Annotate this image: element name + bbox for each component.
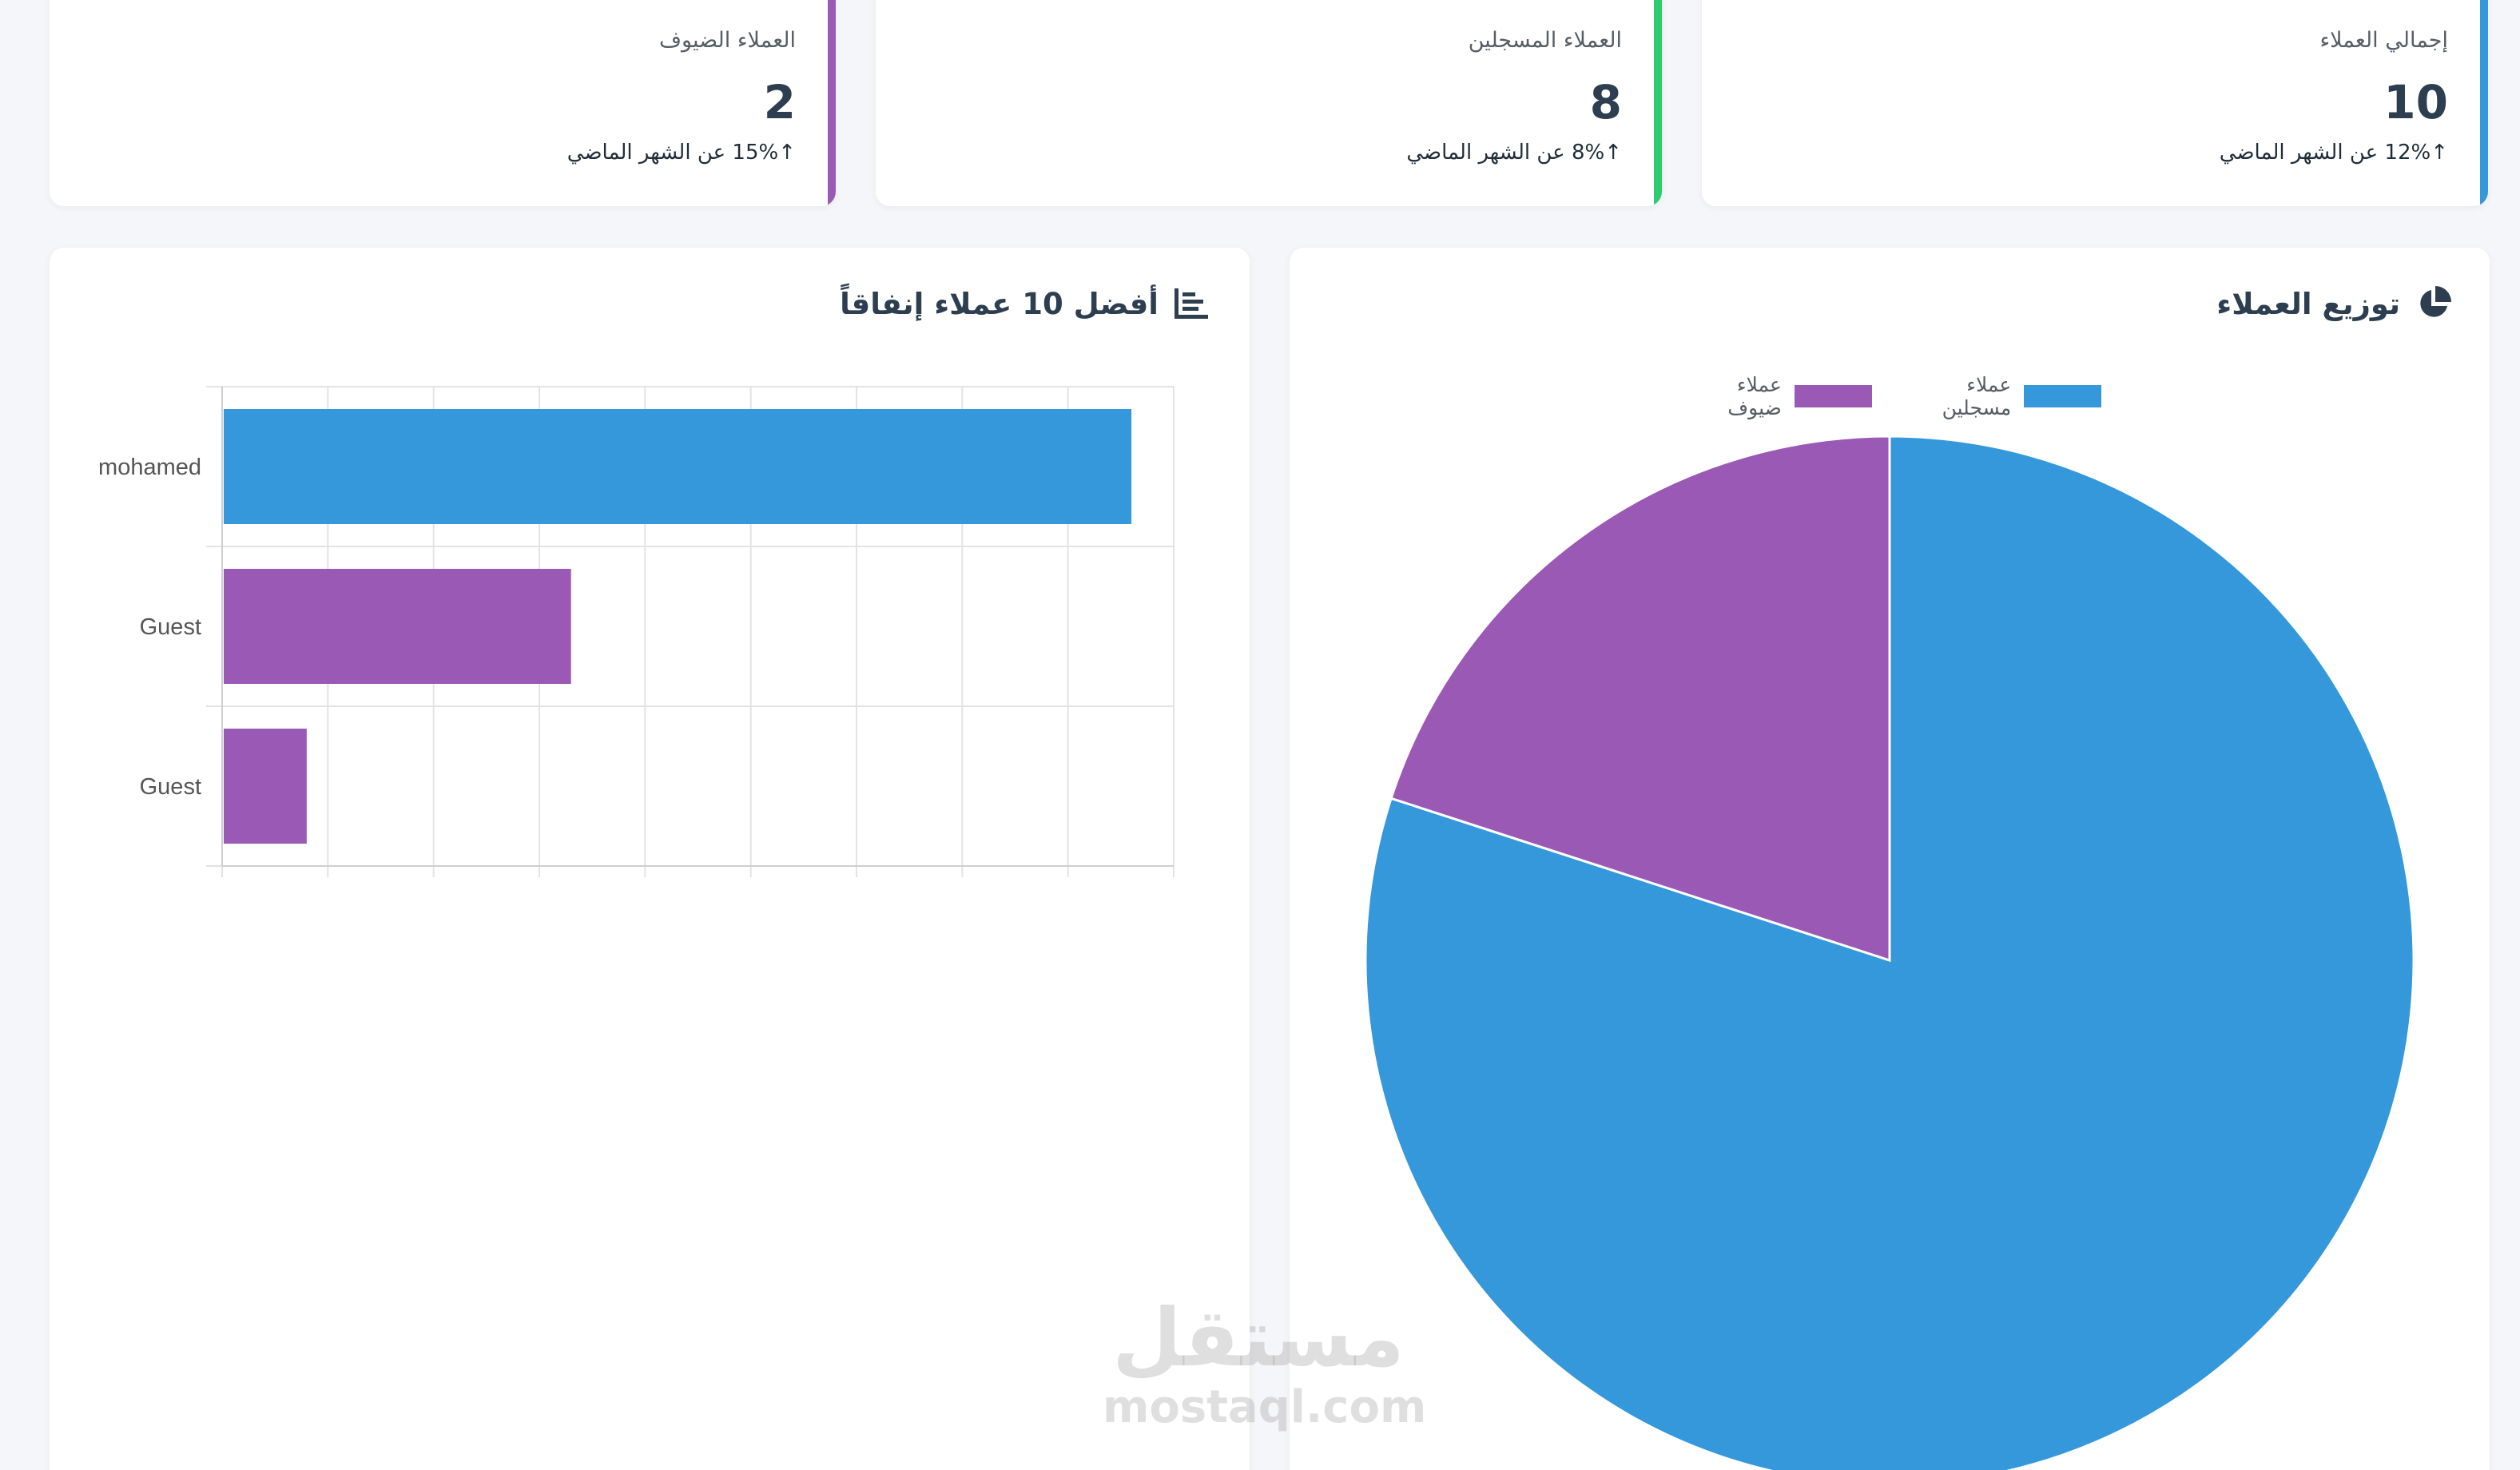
- stat-trend: ↑15% عن الشهر الماضي: [566, 141, 796, 165]
- legend-swatch: [2024, 385, 2101, 407]
- bar-chart-icon: [1175, 288, 1208, 319]
- x-tick-label: 1,400: [934, 886, 990, 887]
- distribution-panel: توزيع العملاء: [1290, 248, 2490, 1470]
- stat-accent-bar: [2480, 0, 2488, 206]
- x-tick-label: 1,800: [1146, 886, 1202, 887]
- bar-1[interactable]: [224, 569, 571, 684]
- top-customers-panel: أفضل 10 عملاء إنفاقاً 0 200 400 600 800 1,000…: [50, 248, 1250, 1470]
- stat-trend: ↑8% عن الشهر الماضي: [1406, 141, 1622, 165]
- y-category-label: mohamed: [98, 455, 201, 480]
- bar-0[interactable]: [224, 409, 1132, 524]
- stat-value: 2: [763, 75, 796, 129]
- pie-chart-icon: [2416, 286, 2451, 321]
- y-category-label: Guest: [140, 774, 201, 800]
- top-customers-title: أفضل 10 عملاء إنفاقاً: [840, 280, 1208, 328]
- stat-label: العملاء المسجلين: [1468, 28, 1622, 53]
- x-tick-label: 400: [415, 886, 452, 887]
- stat-accent-bar: [1654, 0, 1662, 206]
- legend-item-guests[interactable]: عملاء ضيوف: [1678, 373, 1872, 419]
- x-tick-label: 1,200: [829, 886, 884, 887]
- panel-title-text: توزيع العملاء: [2216, 286, 2400, 321]
- watermark: مستقل mostaql.com: [1103, 1291, 1427, 1446]
- top-customers-bar-chart: 0 200 400 600 800 1,000 1,200 1,400 1,600 1,800 mo…: [98, 386, 1202, 887]
- legend-item-registered[interactable]: عملاء مسجلين: [1893, 373, 2101, 419]
- stat-label: العملاء الضيوف: [659, 28, 796, 53]
- pie-legend: عملاء مسجلين عملاء ضيوف: [1678, 373, 2101, 419]
- x-tick-label: 600: [521, 886, 558, 887]
- x-tick-label: 0: [216, 886, 229, 887]
- distribution-title: توزيع العملاء: [2216, 280, 2451, 328]
- stat-card-total-customers: إجمالي العملاء 10 ↑12% عن الشهر الماضي: [1702, 0, 2488, 206]
- legend-swatch: [1794, 385, 1872, 407]
- bar-2[interactable]: [224, 729, 307, 844]
- legend-label: عملاء مسجلين: [1942, 373, 2012, 419]
- x-tick-label: 1,000: [723, 886, 779, 887]
- stat-accent-bar: [828, 0, 836, 206]
- x-tick-label: 200: [309, 886, 347, 887]
- x-tick-label: 800: [626, 886, 664, 887]
- stat-trend: ↑12% عن الشهر الماضي: [2219, 141, 2448, 165]
- watermark-arabic: مستقل: [1112, 1291, 1405, 1385]
- stat-card-guest-customers: العملاء الضيوف 2 ↑15% عن الشهر الماضي: [50, 0, 836, 206]
- x-tick-label: 1,600: [1040, 886, 1096, 887]
- stat-card-registered-customers: العملاء المسجلين 8 ↑8% عن الشهر الماضي: [876, 0, 1662, 206]
- stat-label: إجمالي العملاء: [2319, 28, 2448, 53]
- y-category-label: Guest: [140, 614, 201, 640]
- stat-value: 10: [2383, 75, 2448, 129]
- watermark-english: mostaql.com: [1103, 1381, 1427, 1433]
- stat-value: 8: [1589, 75, 1622, 129]
- legend-label: عملاء ضيوف: [1727, 373, 1782, 419]
- panel-title-text: أفضل 10 عملاء إنفاقاً: [840, 286, 1159, 321]
